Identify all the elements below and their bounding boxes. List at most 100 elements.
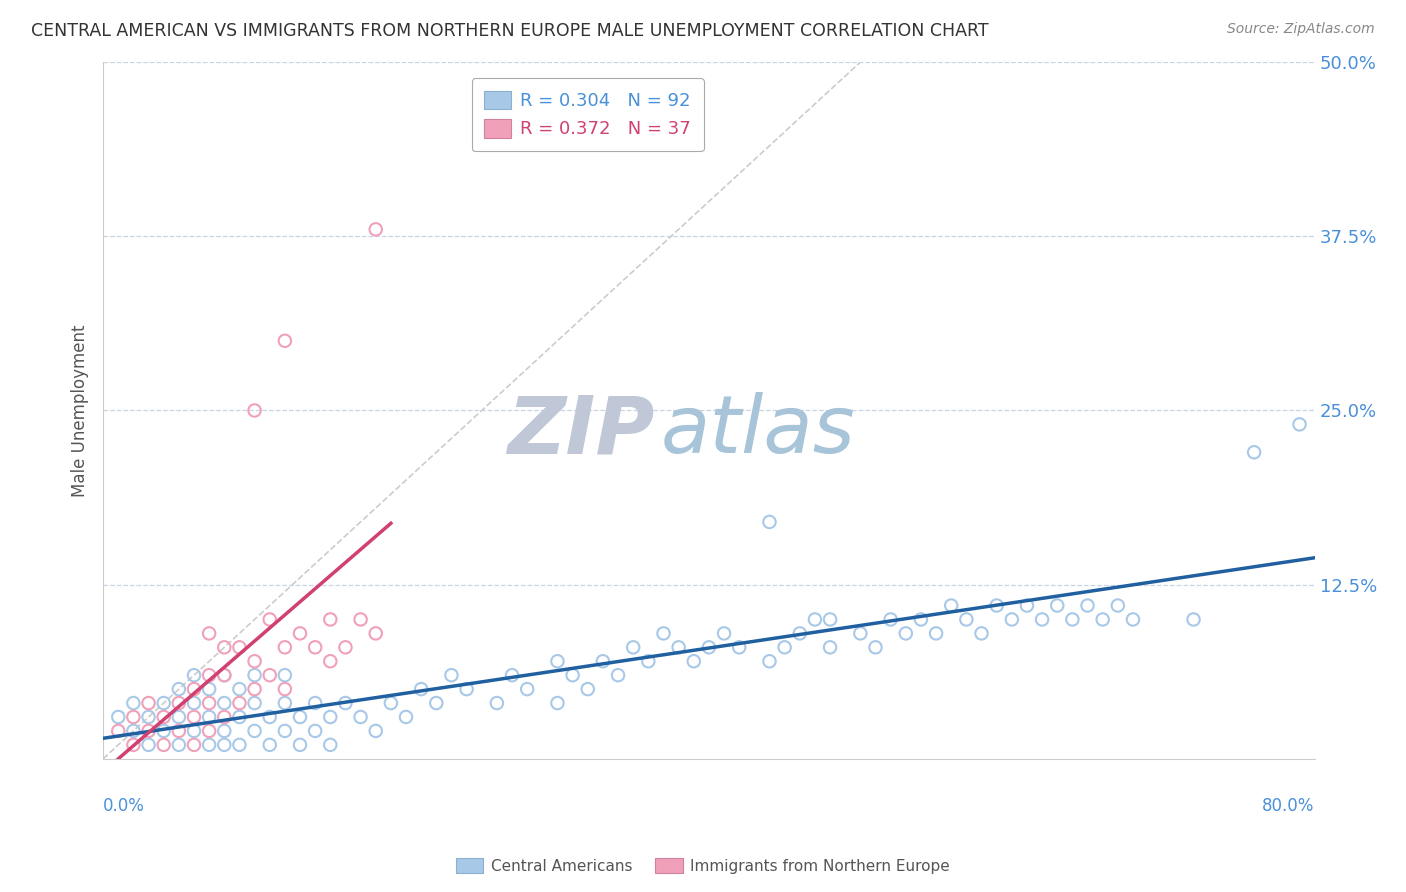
Point: [198, 738, 221, 752]
Point: [259, 738, 281, 752]
Point: [138, 723, 160, 738]
Point: [214, 723, 236, 738]
Text: 0.0%: 0.0%: [103, 797, 145, 815]
Point: [259, 710, 281, 724]
Point: [1107, 599, 1129, 613]
Point: [773, 640, 796, 655]
Point: [228, 696, 250, 710]
Point: [485, 696, 508, 710]
Point: [364, 723, 387, 738]
Point: [818, 640, 841, 655]
Point: [349, 612, 371, 626]
Point: [621, 640, 644, 655]
Point: [183, 723, 205, 738]
Point: [167, 696, 190, 710]
Point: [228, 710, 250, 724]
Point: [243, 723, 266, 738]
Point: [607, 668, 630, 682]
Point: [364, 222, 387, 236]
Point: [637, 654, 659, 668]
Point: [274, 334, 297, 348]
Point: [1076, 599, 1098, 613]
Text: CENTRAL AMERICAN VS IMMIGRANTS FROM NORTHERN EUROPE MALE UNEMPLOYMENT CORRELATIO: CENTRAL AMERICAN VS IMMIGRANTS FROM NORT…: [31, 22, 988, 40]
Point: [183, 738, 205, 752]
Point: [697, 640, 720, 655]
Point: [167, 710, 190, 724]
Point: [758, 654, 780, 668]
Point: [274, 668, 297, 682]
Point: [879, 612, 901, 626]
Point: [183, 710, 205, 724]
Point: [546, 696, 568, 710]
Point: [411, 682, 433, 697]
Text: 80.0%: 80.0%: [1263, 797, 1315, 815]
Point: [1182, 612, 1205, 626]
Point: [910, 612, 932, 626]
Point: [107, 710, 129, 724]
Point: [970, 626, 993, 640]
Point: [304, 723, 326, 738]
Point: [214, 668, 236, 682]
Point: [152, 738, 174, 752]
Point: [138, 710, 160, 724]
Point: [198, 696, 221, 710]
Point: [183, 696, 205, 710]
Point: [335, 696, 357, 710]
Point: [501, 668, 523, 682]
Point: [1015, 599, 1038, 613]
Point: [818, 612, 841, 626]
Point: [214, 738, 236, 752]
Point: [243, 682, 266, 697]
Point: [228, 682, 250, 697]
Point: [319, 654, 342, 668]
Point: [198, 626, 221, 640]
Point: [849, 626, 872, 640]
Point: [986, 599, 1008, 613]
Point: [1091, 612, 1114, 626]
Point: [274, 696, 297, 710]
Point: [198, 723, 221, 738]
Point: [395, 710, 418, 724]
Point: [668, 640, 690, 655]
Point: [243, 668, 266, 682]
Point: [122, 696, 145, 710]
Point: [259, 668, 281, 682]
Point: [152, 696, 174, 710]
Point: [380, 696, 402, 710]
Point: [214, 696, 236, 710]
Point: [107, 723, 129, 738]
Text: atlas: atlas: [661, 392, 855, 470]
Point: [259, 612, 281, 626]
Point: [349, 710, 371, 724]
Point: [1243, 445, 1265, 459]
Point: [214, 710, 236, 724]
Point: [592, 654, 614, 668]
Point: [183, 682, 205, 697]
Point: [941, 599, 963, 613]
Point: [925, 626, 948, 640]
Point: [758, 515, 780, 529]
Point: [167, 723, 190, 738]
Point: [1122, 612, 1144, 626]
Point: [243, 403, 266, 417]
Point: [288, 710, 311, 724]
Point: [789, 626, 811, 640]
Point: [167, 682, 190, 697]
Point: [576, 682, 599, 697]
Point: [425, 696, 447, 710]
Point: [1288, 417, 1310, 432]
Text: ZIP: ZIP: [508, 392, 654, 470]
Point: [319, 612, 342, 626]
Point: [228, 640, 250, 655]
Y-axis label: Male Unemployment: Male Unemployment: [72, 324, 89, 497]
Point: [1031, 612, 1053, 626]
Point: [546, 654, 568, 668]
Point: [214, 668, 236, 682]
Point: [152, 710, 174, 724]
Point: [274, 723, 297, 738]
Point: [335, 640, 357, 655]
Legend: R = 0.304   N = 92, R = 0.372   N = 37: R = 0.304 N = 92, R = 0.372 N = 37: [471, 78, 704, 151]
Point: [228, 738, 250, 752]
Point: [1046, 599, 1069, 613]
Point: [1001, 612, 1024, 626]
